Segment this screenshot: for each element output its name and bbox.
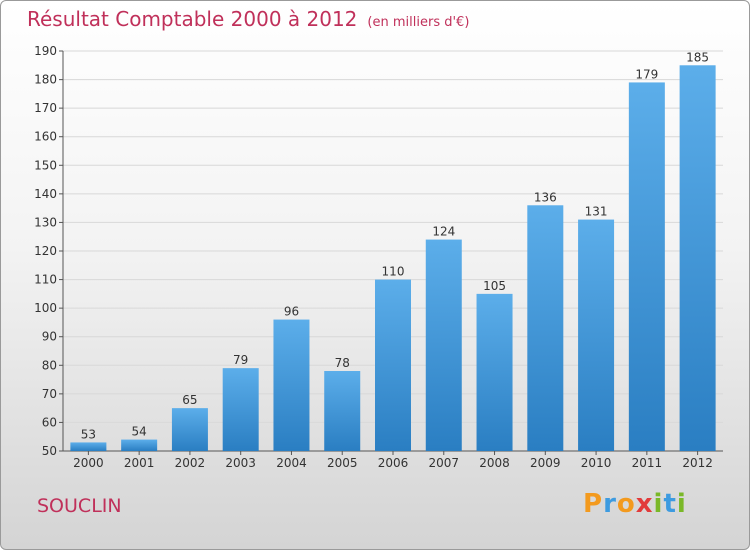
bar xyxy=(628,82,665,451)
y-tick-label: 120 xyxy=(34,244,57,258)
commune-name: SOUCLIN xyxy=(37,495,122,517)
y-tick-label: 100 xyxy=(34,301,57,315)
bar-value-label: 124 xyxy=(432,225,455,239)
bar-value-label: 53 xyxy=(81,427,96,441)
bar xyxy=(171,408,208,451)
bar xyxy=(273,319,310,451)
y-tick-label: 130 xyxy=(34,215,57,229)
y-tick-label: 60 xyxy=(42,415,57,429)
proxiti-logo: Proxiti xyxy=(583,489,687,519)
logo-letter: t xyxy=(663,489,677,519)
bar xyxy=(324,371,361,451)
logo-letter: o xyxy=(616,489,636,519)
y-tick-label: 70 xyxy=(42,387,57,401)
bar xyxy=(578,219,615,451)
chart-unit-subtitle: (en milliers d'€) xyxy=(367,15,470,30)
logo-letter: r xyxy=(603,489,617,519)
bar-value-label: 179 xyxy=(635,67,658,81)
bar-value-label: 185 xyxy=(686,50,709,64)
labels: 50 60 70 80 90 100 110 120 130 140 150 160 170 180 190… xyxy=(34,44,713,470)
bar-value-label: 96 xyxy=(284,305,299,319)
bar xyxy=(375,279,411,451)
x-tick-label: 2000 xyxy=(73,456,104,470)
bar-value-label: 136 xyxy=(534,190,557,204)
bar xyxy=(476,293,513,451)
y-tick-label: 180 xyxy=(34,73,57,87)
x-tick-label: 2010 xyxy=(581,456,612,470)
bar-value-label: 65 xyxy=(182,393,197,407)
bar xyxy=(121,439,158,451)
x-tick-label: 2006 xyxy=(378,456,409,470)
x-tick-label: 2009 xyxy=(530,456,561,470)
bar xyxy=(679,65,716,452)
bar xyxy=(425,239,462,451)
bar-value-label: 110 xyxy=(382,265,405,279)
bar-value-label: 131 xyxy=(585,205,608,219)
bar-value-label: 78 xyxy=(335,356,350,370)
y-tick-label: 190 xyxy=(34,44,57,58)
bar xyxy=(70,442,107,451)
chart-title: Résultat Comptable 2000 à 2012 (en millie… xyxy=(27,7,469,31)
x-tick-label: 2002 xyxy=(175,456,206,470)
logo-letter: x xyxy=(635,489,654,519)
y-tick-label: 50 xyxy=(42,444,57,458)
bar-value-label: 105 xyxy=(483,279,506,293)
y-tick-label: 170 xyxy=(34,101,57,115)
x-tick-label: 2003 xyxy=(225,456,256,470)
bar xyxy=(527,205,564,451)
bar-value-label: 54 xyxy=(132,425,147,439)
y-tick-label: 160 xyxy=(34,130,57,144)
x-tick-label: 2001 xyxy=(124,456,155,470)
x-tick-label: 2005 xyxy=(327,456,358,470)
y-tick-label: 80 xyxy=(42,358,57,372)
logo-letter: P xyxy=(583,489,604,519)
x-tick-label: 2004 xyxy=(276,456,307,470)
bar xyxy=(222,368,259,451)
x-tick-label: 2012 xyxy=(682,456,713,470)
logo-letter: i xyxy=(676,489,687,519)
y-tick-label: 150 xyxy=(34,158,57,172)
y-tick-label: 140 xyxy=(34,187,57,201)
x-tick-label: 2007 xyxy=(428,456,459,470)
y-tick-label: 110 xyxy=(34,273,57,287)
bar-value-label: 79 xyxy=(233,353,248,367)
logo-letter: i xyxy=(653,489,664,519)
chart-title-text: Résultat Comptable 2000 à 2012 xyxy=(27,7,358,31)
bars xyxy=(70,65,716,452)
x-tick-label: 2008 xyxy=(479,456,510,470)
x-tick-label: 2011 xyxy=(632,456,663,470)
y-tick-label: 90 xyxy=(42,330,57,344)
